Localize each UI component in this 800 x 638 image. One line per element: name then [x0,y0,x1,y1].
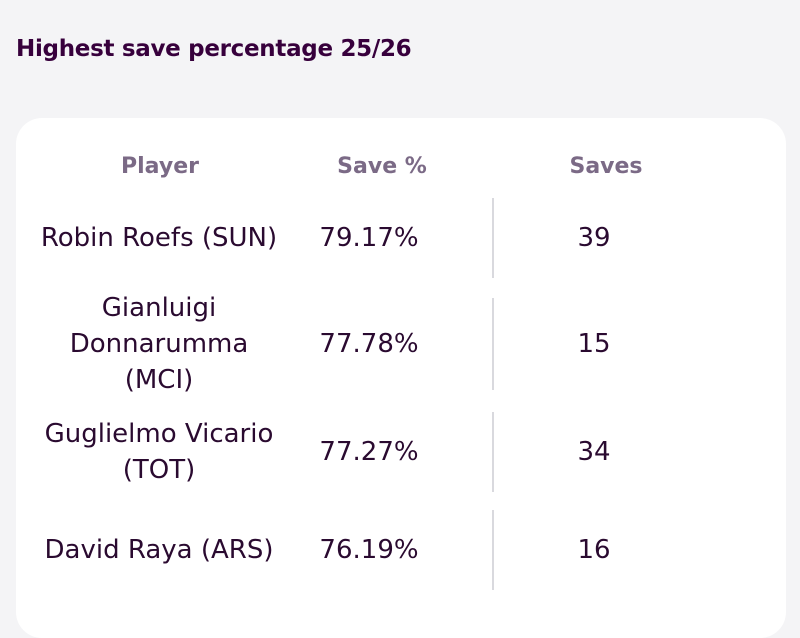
column-header-player: Player [121,154,199,179]
saves-value: 34 [577,437,611,467]
saves-value: 39 [577,223,611,253]
column-header-save-percentage: Save % [337,154,427,179]
table-row: Gianluigi Donnarumma (MCI) 77.78% 15 [16,290,786,398]
save-percentage-value: 77.27% [319,437,419,467]
column-header-saves: Saves [569,154,643,179]
player-name: Robin Roefs (SUN) [40,223,278,253]
player-name: Guglielmo Vicario (TOT) [44,419,274,485]
table-row: Guglielmo Vicario (TOT) 77.27% 34 [16,412,786,492]
save-percentage-value: 76.19% [319,535,419,565]
save-percentage-value: 79.17% [319,223,419,253]
table-row: Robin Roefs (SUN) 79.17% 39 [16,198,786,278]
table-row: David Raya (ARS) 76.19% 16 [16,510,786,590]
table-card [16,118,786,638]
page-title: Highest save percentage 25/26 [16,36,412,62]
player-name: David Raya (ARS) [44,535,274,565]
column-divider [492,298,494,390]
column-divider [492,510,494,590]
saves-value: 15 [577,329,611,359]
save-percentage-value: 77.78% [319,329,419,359]
saves-value: 16 [577,535,611,565]
column-divider [492,412,494,492]
player-name: Gianluigi Donnarumma (MCI) [69,293,249,395]
column-divider [492,198,494,278]
